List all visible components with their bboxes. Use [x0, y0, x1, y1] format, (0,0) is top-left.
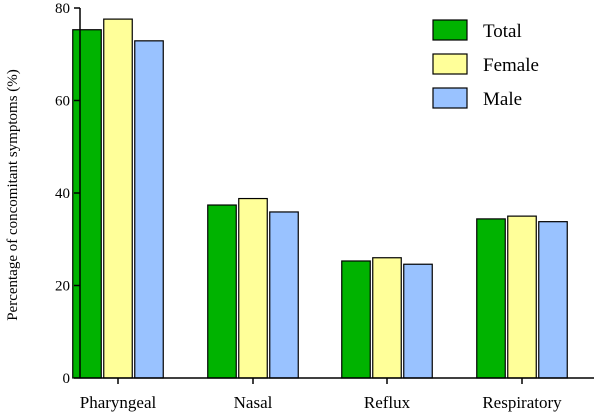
axes: Pharyngeal Nasal Reflux Respiratory 0 20 40 60 8…: [55, 1, 594, 412]
y-tick-label-0: 0: [63, 371, 71, 387]
x-tick-label-reflux: Reflux: [364, 393, 411, 412]
legend-label-female: Female: [483, 55, 539, 76]
bar-pharyngeal-female: [103, 18, 133, 379]
x-tick-label-respiratory: Respiratory: [482, 393, 562, 412]
legend-label-total: Total: [483, 21, 522, 42]
legend-label-male: Male: [483, 89, 522, 110]
bar-reflux-female: [372, 257, 402, 379]
bar-respiratory-female: [507, 215, 537, 379]
legend-swatch-male: [432, 87, 468, 109]
y-axis-title: Percentage of concomitant symptoms (%): [5, 69, 21, 321]
bar-nasal-male: [269, 211, 299, 379]
bars: [72, 18, 568, 379]
bar-pharyngeal-total: [72, 29, 102, 379]
legend-swatch-female: [432, 53, 468, 75]
bar-respiratory-male: [538, 221, 568, 379]
y-tick-label-20: 20: [55, 279, 70, 295]
x-tick-label-pharyngeal: Pharyngeal: [80, 393, 157, 412]
bar-reflux-male: [403, 263, 433, 379]
legend-swatch-total: [432, 19, 468, 41]
y-tick-label-40: 40: [55, 186, 70, 202]
bar-pharyngeal-male: [134, 40, 164, 379]
legend: Total Female Male: [432, 19, 539, 110]
bar-nasal-total: [207, 204, 237, 379]
x-tick-label-nasal: Nasal: [234, 393, 273, 412]
y-tick-label-80: 80: [55, 1, 70, 17]
bar-respiratory-total: [476, 218, 506, 379]
bar-reflux-total: [341, 260, 371, 379]
y-tick-label-60: 60: [55, 94, 70, 110]
bar-nasal-female: [238, 197, 268, 379]
